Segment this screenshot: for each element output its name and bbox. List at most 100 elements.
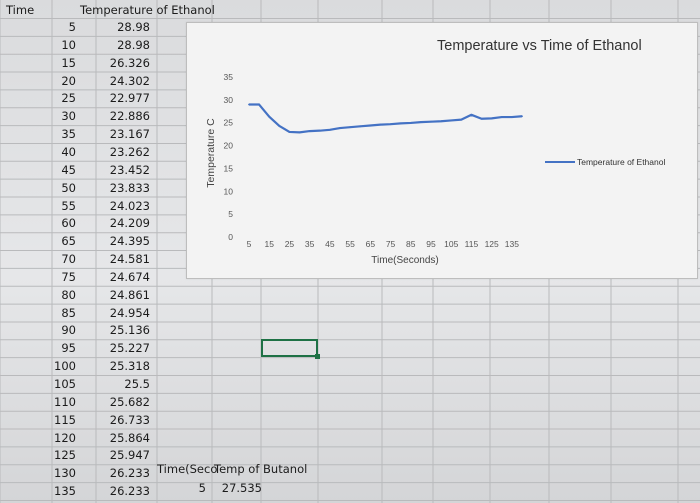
time-cell[interactable]: 130 xyxy=(54,466,76,481)
time-cell[interactable]: 140 xyxy=(50,501,76,503)
x-tick-label: 115 xyxy=(465,239,479,249)
data-point xyxy=(278,125,281,127)
temperature-cell[interactable]: 24.302 xyxy=(109,73,150,88)
data-point xyxy=(318,129,321,132)
header-time-butanol[interactable]: Time(Seco xyxy=(157,462,218,476)
time-cell[interactable]: 10 xyxy=(61,37,76,52)
butanol-temp-cell[interactable]: 27.535 xyxy=(221,481,262,495)
time-cell[interactable]: 5 xyxy=(68,20,76,34)
data-point xyxy=(480,117,483,120)
time-cell[interactable]: 90 xyxy=(61,323,76,338)
temperature-cell[interactable]: 24.023 xyxy=(109,198,150,213)
data-point xyxy=(288,131,291,133)
time-cell[interactable]: 110 xyxy=(54,394,76,409)
series-line xyxy=(249,103,523,134)
header-temp-butanol[interactable]: Temp of Butanol xyxy=(214,462,308,476)
time-cell[interactable]: 95 xyxy=(61,341,76,356)
data-point xyxy=(349,126,352,129)
y-tick-label: 35 xyxy=(224,72,234,82)
temperature-cell[interactable]: 25.227 xyxy=(109,341,150,356)
temperature-cell[interactable]: 25.5 xyxy=(124,377,150,391)
data-point xyxy=(248,103,250,106)
data-point xyxy=(510,116,513,118)
y-tick-label: 10 xyxy=(224,186,234,196)
time-cell[interactable]: 100 xyxy=(54,359,76,374)
header-temperature-ethanol[interactable]: Temperature of Ethanol xyxy=(80,3,215,17)
series-lines xyxy=(248,103,523,134)
time-cell[interactable]: 45 xyxy=(61,162,76,177)
time-cell[interactable]: 120 xyxy=(54,430,76,445)
temperature-cell[interactable]: 24.861 xyxy=(109,287,150,302)
time-cell[interactable]: 135 xyxy=(54,484,76,499)
x-axis-label: Time(Seconds) xyxy=(371,255,438,266)
temperature-cell[interactable]: 23.452 xyxy=(109,162,150,177)
temperature-cell[interactable]: 28.98 xyxy=(117,20,150,34)
x-tick-label: 75 xyxy=(386,239,396,249)
data-point xyxy=(450,119,453,122)
x-tick-label: 135 xyxy=(505,239,519,249)
data-point xyxy=(298,131,301,134)
time-cell[interactable]: 70 xyxy=(61,252,76,267)
data-point xyxy=(440,120,443,123)
time-cell[interactable]: 15 xyxy=(61,55,76,70)
time-cell[interactable]: 115 xyxy=(54,412,76,427)
temperature-cell[interactable]: 24.209 xyxy=(109,216,150,231)
temperature-cell[interactable]: 26.233 xyxy=(109,466,150,481)
time-cell[interactable]: 60 xyxy=(61,216,76,231)
time-cell[interactable]: 75 xyxy=(61,269,76,284)
x-tick-label: 55 xyxy=(345,239,355,249)
temperature-cell[interactable]: 24.674 xyxy=(109,269,150,284)
temperature-cell[interactable]: 25.318 xyxy=(109,359,150,374)
temperature-cell[interactable]: 26.233 xyxy=(109,484,150,499)
temperature-cell[interactable]: 25.947 xyxy=(109,448,150,463)
time-cell[interactable]: 55 xyxy=(61,198,76,213)
data-point xyxy=(470,113,473,116)
butanol-time-cell[interactable]: 5 xyxy=(198,481,206,495)
data-point xyxy=(419,121,422,123)
temperature-cell[interactable]: 26.326 xyxy=(109,55,150,70)
temperature-cell[interactable]: 22.977 xyxy=(109,91,150,106)
time-cell[interactable]: 20 xyxy=(61,73,76,88)
data-point xyxy=(500,116,503,118)
temperature-cell[interactable]: 23.262 xyxy=(109,144,150,159)
temperature-cell[interactable]: 24.581 xyxy=(109,252,150,267)
time-cell[interactable]: 65 xyxy=(61,234,76,249)
temperature-cell[interactable]: 26.733 xyxy=(109,412,150,427)
x-tick-label: 125 xyxy=(485,239,499,249)
y-tick-label: 30 xyxy=(224,95,234,105)
time-cell[interactable]: 85 xyxy=(61,305,76,320)
temperature-cell[interactable]: 23.167 xyxy=(109,127,150,142)
y-tick-label: 25 xyxy=(224,118,234,128)
time-cell[interactable]: 30 xyxy=(61,109,76,124)
temperature-cell[interactable]: 24.954 xyxy=(109,305,150,320)
y-axis-label: Temperature C xyxy=(205,118,217,188)
time-cell[interactable]: 125 xyxy=(54,448,76,463)
data-point xyxy=(379,123,382,126)
y-tick-label: 15 xyxy=(224,163,234,173)
temperature-cell[interactable]: 25.682 xyxy=(109,394,150,409)
data-point xyxy=(339,127,341,129)
time-cell[interactable]: 40 xyxy=(61,144,76,159)
data-point xyxy=(389,123,392,126)
temperature-cell[interactable]: 25.864 xyxy=(109,430,150,445)
data-point xyxy=(268,115,271,118)
header-time[interactable]: Time xyxy=(6,3,35,17)
data-point xyxy=(359,125,362,128)
temperature-cell[interactable]: 24.395 xyxy=(109,234,150,249)
temperature-cell[interactable]: 23.833 xyxy=(109,180,150,195)
chart-title: Temperature vs Time of Ethanol xyxy=(437,38,642,54)
time-cell[interactable]: 25 xyxy=(61,91,76,106)
selected-cell[interactable] xyxy=(261,339,320,359)
time-cell[interactable]: 35 xyxy=(61,127,76,142)
line-chart[interactable]: Temperature vs Time of Ethanol Temperatu… xyxy=(186,22,698,279)
x-tick-label: 95 xyxy=(426,239,436,249)
temperature-cell[interactable]: 22.886 xyxy=(109,109,150,124)
temperature-cell[interactable]: 25.136 xyxy=(109,323,150,338)
time-cell[interactable]: 80 xyxy=(61,287,76,302)
time-cell[interactable]: 50 xyxy=(61,180,76,195)
time-cell[interactable]: 105 xyxy=(54,377,76,391)
temperature-cell[interactable]: 26.419 xyxy=(96,501,150,503)
temperature-cell[interactable]: 28.98 xyxy=(117,37,150,52)
x-axis-ticks: 5 15 25 35 45 55 65 75 85 95 105 115 125 135 xyxy=(247,239,520,249)
